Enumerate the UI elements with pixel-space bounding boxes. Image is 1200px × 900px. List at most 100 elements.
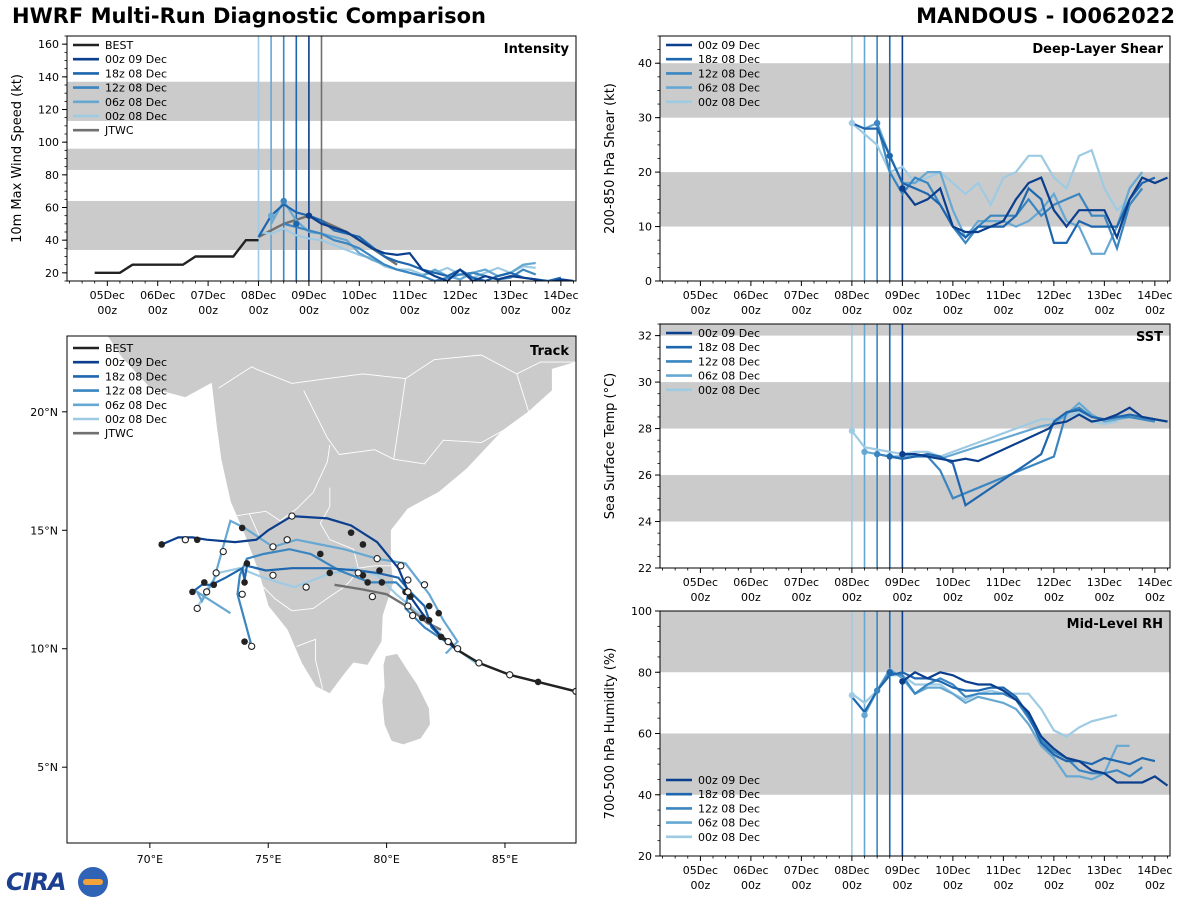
legend-label: 00z 09 Dec xyxy=(105,356,167,369)
init-marker xyxy=(873,687,881,694)
track-point-open xyxy=(288,512,296,520)
x-tick-label: 13Dec xyxy=(1087,289,1122,302)
track-point-filled xyxy=(241,579,248,586)
track-point-open xyxy=(506,671,514,679)
state-border xyxy=(218,366,257,389)
track-point-open xyxy=(238,590,246,598)
best-track xyxy=(440,635,576,693)
x-tick-label: 00z xyxy=(691,304,711,317)
map-layer xyxy=(106,336,576,746)
x-tick-label: 00z xyxy=(400,304,420,317)
x-tick-label: 09Dec xyxy=(885,864,920,877)
y-tick-label: 20°N xyxy=(30,406,58,419)
init-lines xyxy=(851,611,904,856)
track-point-open xyxy=(203,588,211,596)
track-point-filled xyxy=(364,579,371,586)
init-marker xyxy=(293,220,300,228)
legend-label: 18z 08 Dec xyxy=(105,370,167,383)
y-tick-label: 26 xyxy=(638,469,652,482)
y-tick-label: 40 xyxy=(638,57,652,70)
legend-label: 12z 08 Dec xyxy=(105,385,167,398)
x-tick-label: 05Dec xyxy=(90,289,125,302)
series-lines xyxy=(94,197,574,281)
track-point-filled xyxy=(189,588,196,596)
x-tick-label: 10Dec xyxy=(935,576,970,589)
track-point-filled xyxy=(425,602,433,610)
y-axis-label: 10m Max Wind Speed (kt) xyxy=(10,74,25,243)
best-line xyxy=(94,238,259,274)
x-tick-label: 00z xyxy=(791,879,811,892)
intensity-panel: 20 40 60 80 100 120 140 160 05Dec 00z 06Dec 00z 07De… xyxy=(10,35,579,317)
x-tick-label: 00z xyxy=(97,304,117,317)
y-tick-label: 22 xyxy=(638,562,652,575)
threshold-band xyxy=(660,63,1170,118)
track-point-open xyxy=(404,588,412,596)
x-tick-label: 06Dec xyxy=(733,576,768,589)
y-tick-label: 160 xyxy=(38,38,59,51)
x-tick-label: 70°E xyxy=(137,853,163,866)
x-tick-label: 13Dec xyxy=(493,289,528,302)
x-tick-label: 07Dec xyxy=(784,576,819,589)
x-tick-label: 00z xyxy=(892,591,912,604)
shear-panel: 0 10 20 30 40 05Dec 00z 06Dec 00z 07Dec 00z 08Dec 00… xyxy=(603,35,1172,317)
y-tick-label: 20 xyxy=(638,850,652,863)
y-tick-label: 28 xyxy=(638,423,652,436)
x-tick-label: 00z xyxy=(198,304,218,317)
x-tick-label: 00z xyxy=(1145,304,1165,317)
x-tick-label: 05Dec xyxy=(683,576,718,589)
init-marker xyxy=(886,453,893,460)
y-tick-label: 30 xyxy=(638,112,652,125)
y-tick-label: 0 xyxy=(645,275,652,288)
y-tick-label: 30 xyxy=(638,376,652,389)
x-tick-label: 12Dec xyxy=(1036,289,1071,302)
legend-label: 00z 08 Dec xyxy=(105,110,167,123)
series-line xyxy=(851,122,1156,244)
x-tick-label: 80°E xyxy=(373,853,399,866)
legend-label: 06z 08 Dec xyxy=(698,82,760,95)
track-point-open xyxy=(404,576,412,584)
track-point-open xyxy=(444,637,452,646)
track-point-filled xyxy=(425,616,433,624)
legend-label: 00z 09 Dec xyxy=(698,327,760,340)
x-tick-label: 00z xyxy=(1094,879,1114,892)
x-tick-label: 05Dec xyxy=(683,864,718,877)
state-border xyxy=(358,565,392,569)
x-tick-label: 14Dec xyxy=(543,289,578,302)
threshold-band xyxy=(660,611,1170,673)
legend-label: BEST xyxy=(105,39,133,52)
y-tick-label: 80 xyxy=(638,666,652,679)
track-point-open xyxy=(193,604,201,613)
track-point-open xyxy=(283,536,291,544)
x-tick-label: 00z xyxy=(791,304,811,317)
y-tick-label: 140 xyxy=(38,71,59,84)
init-marker xyxy=(886,152,893,159)
series-line xyxy=(901,176,1168,241)
track-point-filled xyxy=(210,581,218,589)
track-point-filled xyxy=(347,529,355,536)
y-tick-label: 60 xyxy=(45,202,59,215)
state-border xyxy=(433,354,518,375)
init-marker xyxy=(873,119,881,127)
state-border xyxy=(220,513,260,536)
y-tick-label: 60 xyxy=(638,728,652,741)
legend-label: 06z 08 Dec xyxy=(105,96,167,109)
legend-label: 18z 08 Dec xyxy=(105,67,167,80)
y-tick-label: 10 xyxy=(638,221,652,234)
track-point-open xyxy=(453,645,462,653)
series-lines xyxy=(848,667,1169,787)
track-point-open xyxy=(302,583,310,591)
state-border xyxy=(296,638,324,690)
x-tick-label: 09Dec xyxy=(885,576,920,589)
init-lines xyxy=(851,324,904,568)
x-tick-label: 00z xyxy=(1044,304,1064,317)
legend-label: 18z 08 Dec xyxy=(698,341,760,354)
track-point-open xyxy=(212,569,220,577)
track-point-open xyxy=(181,536,190,544)
init-marker xyxy=(899,678,906,685)
cira-logo-text: CIRA xyxy=(6,868,67,896)
threshold-band xyxy=(660,172,1170,227)
y-tick-label: 20 xyxy=(638,166,652,179)
track-point-filled xyxy=(378,579,386,586)
panel-title: Deep-Layer Shear xyxy=(1032,42,1163,57)
x-tick-label: 07Dec xyxy=(784,864,819,877)
